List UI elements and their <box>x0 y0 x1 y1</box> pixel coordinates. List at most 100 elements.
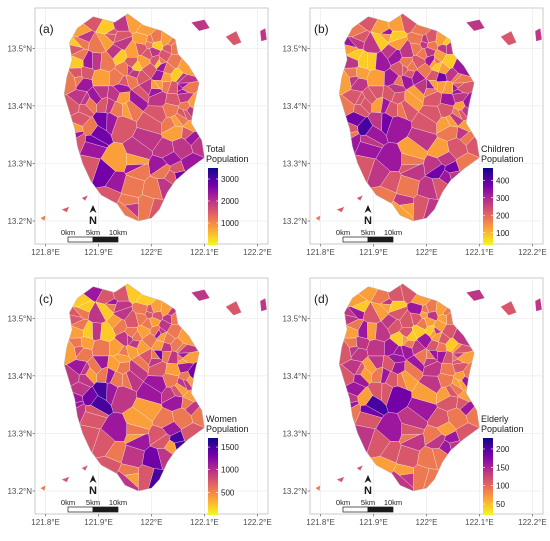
legend-title: Total <box>206 144 225 154</box>
north-arrow-icon: N <box>364 475 372 497</box>
legend-tick-label: 200 <box>496 211 510 220</box>
legend-tick-label: 3000 <box>221 175 239 184</box>
legend-title: Elderly <box>481 414 509 424</box>
barangay-region <box>78 374 95 388</box>
y-tick-label: 13.3°N <box>7 429 32 438</box>
islet <box>315 484 321 492</box>
scale-bar: 0km 5km 10km <box>336 498 402 513</box>
x-tick-label: 121.9°E <box>359 248 388 257</box>
islet <box>225 30 242 46</box>
barangay-region <box>141 445 163 470</box>
barangay-region <box>423 358 438 368</box>
scale-bar-label: 10km <box>384 228 402 237</box>
barangay-region <box>407 397 438 422</box>
map-svg-b: 121.8°E 121.9°E 122°E 122.1°E 122.2°E 13.5°N 1… <box>282 7 547 257</box>
barangay-region <box>383 68 399 87</box>
barangay-region <box>78 104 95 118</box>
barangay-region <box>385 371 398 388</box>
barangay-region <box>398 203 414 219</box>
panel-label: (d) <box>314 292 329 306</box>
barangay-region <box>435 342 448 352</box>
legend-tick-label: 100 <box>496 482 510 491</box>
barangay-region <box>125 163 151 182</box>
barangay-region <box>141 175 163 200</box>
y-tick-label: 13.2°N <box>282 217 307 226</box>
barangay-region <box>76 30 96 43</box>
barangay-region <box>86 86 102 105</box>
barangay-region <box>123 473 139 489</box>
islet <box>190 19 210 32</box>
barangay-region <box>92 381 108 402</box>
barangay-region <box>146 304 154 314</box>
barangay-region <box>165 92 181 107</box>
svg-text:N: N <box>364 485 372 497</box>
barangay-region <box>407 127 438 152</box>
barangay-region <box>162 314 172 325</box>
legend-tick-label: 2000 <box>221 197 239 206</box>
barangay-region <box>107 355 121 372</box>
barangay-region <box>366 69 385 87</box>
x-tick-label: 122.1°E <box>465 518 494 527</box>
barangay-region <box>161 151 182 167</box>
barangay-region <box>421 304 429 314</box>
legend-colorbar <box>208 168 218 245</box>
legend-title: Women <box>206 414 237 424</box>
panel-label: (b) <box>314 22 329 36</box>
barangay-region <box>141 332 157 349</box>
x-tick-label: 121.9°E <box>84 248 113 257</box>
barangay-region <box>435 72 448 82</box>
scale-bar-label: 0km <box>336 228 350 237</box>
legend-colorbar <box>483 438 493 515</box>
barangay-region <box>357 49 368 70</box>
scale-bar-label: 0km <box>61 228 75 237</box>
barangay-region <box>400 433 426 452</box>
x-tick-label: 121.8°E <box>306 248 335 257</box>
islet <box>356 464 364 472</box>
map-svg-a: 121.8°E 121.9°E 122°E 122.1°E 122.2°E 13.5°N 1… <box>7 7 272 257</box>
barangay-region <box>148 88 163 98</box>
svg-text:N: N <box>89 215 97 227</box>
legend-title: Population <box>206 154 249 164</box>
barangay-region <box>135 312 148 326</box>
barangay-region <box>82 319 93 340</box>
barangay-region <box>437 44 447 55</box>
barangay-region <box>361 356 377 375</box>
barangay-region <box>125 370 144 392</box>
legend-tick-label: 1500 <box>221 443 239 452</box>
islet <box>315 214 321 222</box>
barangay-region <box>393 193 415 206</box>
barangay-region <box>359 404 385 419</box>
barangay-region <box>181 126 195 140</box>
barangay-region <box>176 74 205 84</box>
x-tick-label: 121.9°E <box>359 518 388 527</box>
legend-tick-label: 1000 <box>221 466 239 475</box>
islet <box>500 300 517 316</box>
barangay-region <box>367 111 383 132</box>
y-tick-label: 13.4°N <box>282 102 307 111</box>
barangay-region <box>400 345 414 361</box>
barangay-region <box>366 339 385 357</box>
barangay-region <box>108 68 124 87</box>
barangay-region <box>382 355 396 372</box>
barangay-region <box>351 300 371 313</box>
legend-tick-label: 300 <box>496 194 510 203</box>
x-tick-label: 122.2°E <box>243 248 272 257</box>
barangay-region <box>355 91 366 106</box>
barangay-region <box>428 350 438 361</box>
svg-text:N: N <box>364 215 372 227</box>
x-tick-label: 122.1°E <box>190 518 219 527</box>
barangay-region <box>410 42 423 56</box>
islet <box>61 476 70 483</box>
barangay-region <box>80 66 95 80</box>
legend-tick-label: 100 <box>496 229 510 238</box>
scale-bar-label: 10km <box>384 498 402 507</box>
map-svg-d: 121.8°E 121.9°E 122°E 122.1°E 122.2°E 13.5°N 1… <box>282 277 547 527</box>
legend-tick-label: 500 <box>221 488 235 497</box>
barangay-region <box>416 445 438 470</box>
legend-tick-label: 150 <box>496 463 510 472</box>
islet <box>336 206 345 213</box>
x-tick-label: 122°E <box>416 248 438 257</box>
map-svg-c: 121.8°E 121.9°E 122°E 122.1°E 122.2°E 13.5°N 1… <box>7 277 272 527</box>
y-tick-label: 13.2°N <box>282 487 307 496</box>
barangay-region <box>146 34 154 44</box>
